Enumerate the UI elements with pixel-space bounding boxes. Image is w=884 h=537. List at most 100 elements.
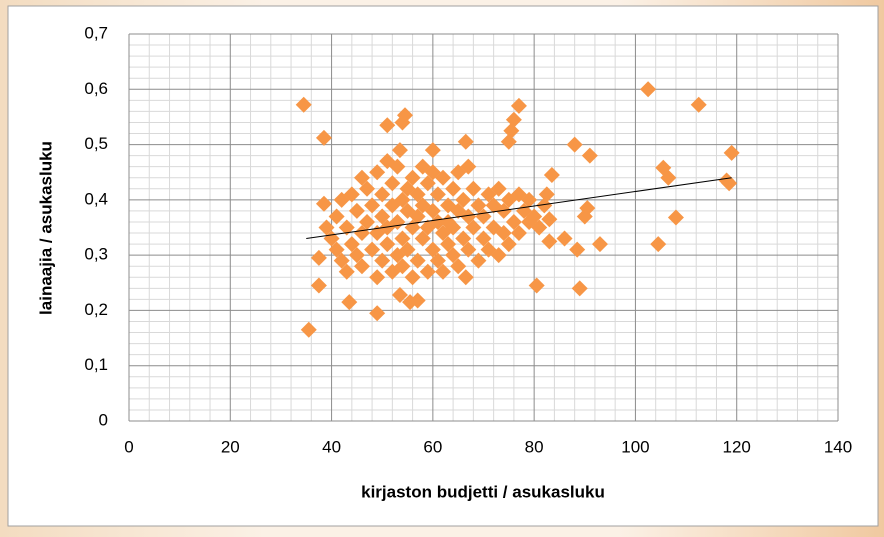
data-point xyxy=(391,142,408,159)
data-point xyxy=(490,247,507,264)
data-point xyxy=(295,96,312,113)
data-point xyxy=(424,142,441,159)
data-point xyxy=(389,158,406,175)
y-tick-label: 0,1 xyxy=(84,355,108,374)
data-point xyxy=(318,219,335,236)
data-point xyxy=(310,249,327,266)
data-point xyxy=(510,225,527,242)
data-point xyxy=(359,213,376,230)
data-point xyxy=(723,144,740,161)
data-point xyxy=(424,202,441,219)
data-point xyxy=(503,122,520,139)
y-tick-label: 0,7 xyxy=(84,23,108,42)
data-point xyxy=(369,269,386,286)
data-point xyxy=(429,252,446,269)
data-point xyxy=(419,175,436,192)
x-tick-label: 100 xyxy=(621,437,649,456)
x-tick-label: 40 xyxy=(322,437,341,456)
trendline xyxy=(306,177,732,240)
data-point xyxy=(460,158,477,175)
data-point xyxy=(445,180,462,197)
y-tick-label: 0,2 xyxy=(84,300,108,319)
data-point xyxy=(531,219,548,236)
x-tick-label: 0 xyxy=(124,437,133,456)
data-point xyxy=(495,202,512,219)
data-point xyxy=(409,186,426,203)
data-point xyxy=(434,169,451,186)
data-point xyxy=(315,195,332,212)
data-point xyxy=(457,133,474,150)
data-point xyxy=(690,96,707,113)
data-point xyxy=(500,133,517,150)
data-point xyxy=(348,202,365,219)
data-point xyxy=(429,186,446,203)
data-point xyxy=(424,241,441,258)
data-point xyxy=(414,230,431,247)
x-tick-label: 20 xyxy=(221,437,240,456)
data-point xyxy=(394,230,411,247)
data-point xyxy=(640,81,657,98)
data-point xyxy=(353,169,370,186)
data-point xyxy=(495,225,512,242)
data-point xyxy=(450,258,467,275)
data-point xyxy=(660,169,677,186)
data-point xyxy=(343,186,360,203)
data-point xyxy=(348,247,365,264)
data-point xyxy=(379,236,396,253)
data-point xyxy=(364,197,381,214)
data-point xyxy=(404,269,421,286)
data-point xyxy=(650,236,667,253)
data-point xyxy=(541,233,558,250)
data-point xyxy=(369,305,386,322)
data-point xyxy=(591,236,608,253)
data-point xyxy=(465,180,482,197)
data-point xyxy=(374,252,391,269)
data-point xyxy=(409,252,426,269)
data-point xyxy=(721,175,738,192)
data-point xyxy=(460,208,477,225)
x-tick-label: 80 xyxy=(525,437,544,456)
data-point xyxy=(445,247,462,264)
data-point xyxy=(409,292,426,309)
data-point xyxy=(470,197,487,214)
data-point xyxy=(315,129,332,146)
data-point xyxy=(566,136,583,153)
data-point xyxy=(328,241,345,258)
data-point xyxy=(394,258,411,275)
data-point xyxy=(353,258,370,275)
x-axis-title: kirjaston budjetti / asukasluku xyxy=(361,482,605,501)
data-point xyxy=(526,208,543,225)
data-point xyxy=(521,191,538,208)
data-point xyxy=(364,241,381,258)
data-point xyxy=(394,191,411,208)
data-point xyxy=(490,180,507,197)
data-point xyxy=(374,208,391,225)
data-point xyxy=(434,263,451,280)
data-point xyxy=(310,277,327,294)
data-point xyxy=(374,186,391,203)
data-point xyxy=(419,263,436,280)
data-point xyxy=(359,180,376,197)
y-axis-title: lainaajia / asukasluku xyxy=(36,141,55,315)
data-point xyxy=(341,294,358,311)
data-point xyxy=(528,277,545,294)
data-point xyxy=(536,197,553,214)
data-point xyxy=(429,213,446,230)
data-point xyxy=(328,208,345,225)
data-point xyxy=(343,236,360,253)
y-tick-label: 0,6 xyxy=(84,79,108,98)
data-point xyxy=(460,241,477,258)
data-point xyxy=(397,107,414,124)
data-point xyxy=(300,321,317,338)
data-point xyxy=(391,286,408,303)
data-point xyxy=(581,147,598,164)
y-tick-label: 0,3 xyxy=(84,245,108,264)
data-point xyxy=(455,230,472,247)
data-point xyxy=(505,213,522,230)
data-point xyxy=(455,191,472,208)
data-point xyxy=(571,280,588,297)
data-point xyxy=(333,252,350,269)
x-tick-label: 60 xyxy=(423,437,442,456)
data-point xyxy=(667,209,684,226)
x-tick-label: 140 xyxy=(824,437,852,456)
